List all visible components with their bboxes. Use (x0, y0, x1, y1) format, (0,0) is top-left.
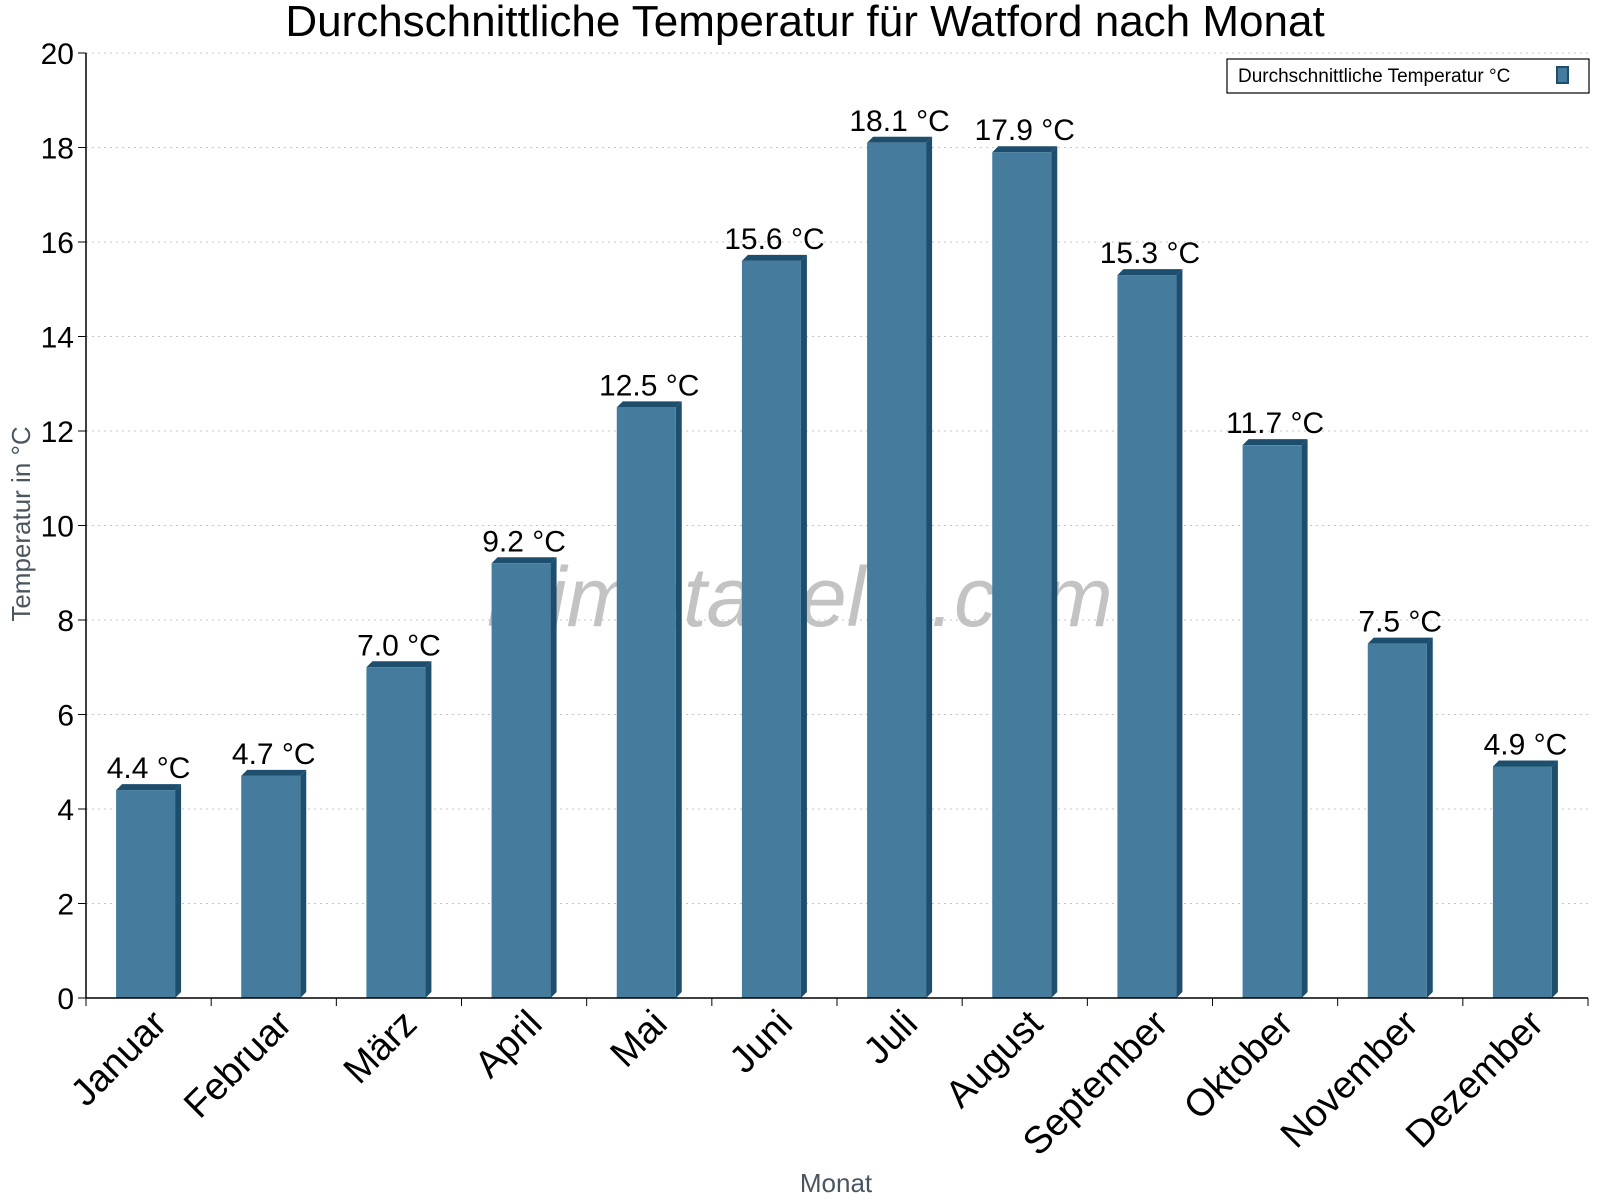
bar (1117, 269, 1183, 998)
axes (78, 52, 1589, 1006)
bar (1492, 760, 1558, 998)
data-label: 7.5 °C (1358, 606, 1442, 639)
bar-front (491, 563, 551, 998)
bar-front (1242, 445, 1302, 998)
x-tick-label: April (467, 1003, 550, 1086)
y-tick-labels: 0 2 4 6 8 10 12 14 16 18 20 (41, 38, 74, 1016)
bar-side (1051, 146, 1058, 999)
bar (491, 557, 557, 998)
data-labels: 4.4 °C 4.7 °C 7.0 °C 9.2 °C 12.5 °C 15.6 °C 18… (107, 105, 1568, 785)
bar-side (550, 557, 557, 998)
bar (116, 784, 182, 998)
bar-front (867, 142, 927, 998)
data-label: 17.9 °C (975, 114, 1075, 147)
y-tick-label: 20 (41, 38, 74, 71)
bar-side (1176, 269, 1183, 998)
bar-front (616, 407, 676, 998)
bar-top (491, 557, 557, 564)
bar-top (366, 661, 432, 668)
bar-front (366, 667, 426, 998)
bar-front (1367, 643, 1427, 998)
legend-swatch (1556, 66, 1569, 84)
x-tick-labels: Januar Februar März April Mai Juni Juli AugustS… (63, 1002, 1552, 1163)
x-tick-label: Mai (603, 1003, 676, 1076)
legend: Durchschnittliche Temperatur °C (1226, 58, 1590, 94)
bar-top (992, 146, 1058, 153)
bar (1367, 637, 1433, 998)
bar-side (300, 769, 307, 998)
bar-top (241, 769, 307, 776)
x-tick-label: Februar (176, 1002, 300, 1126)
bar-top (741, 254, 807, 261)
data-label: 15.6 °C (724, 223, 824, 256)
bar-side (425, 661, 432, 998)
data-label: 4.7 °C (232, 738, 316, 771)
bar-front (241, 775, 301, 998)
bar (992, 146, 1058, 999)
x-tick-label: Juni (722, 1003, 801, 1082)
bar-top (116, 784, 182, 791)
data-label: 11.7 °C (1226, 407, 1324, 440)
y-tick-label: 6 (57, 700, 74, 733)
y-tick-label: 14 (41, 322, 74, 355)
y-tick-label: 18 (41, 133, 74, 166)
bars (116, 136, 1558, 999)
bar-side (1301, 439, 1308, 998)
bar (241, 769, 307, 998)
y-axis-title: Temperatur in °C (6, 426, 36, 621)
bar (616, 401, 682, 998)
x-tick-label: Juli (856, 1003, 926, 1073)
data-label: 9.2 °C (482, 525, 566, 558)
bar-front (116, 790, 176, 998)
data-label: 7.0 °C (357, 629, 441, 662)
data-label: 4.9 °C (1484, 728, 1568, 761)
bar-front (741, 260, 801, 998)
bar-side (926, 136, 933, 998)
bar (741, 254, 807, 998)
bar-top (616, 401, 682, 408)
chart-title: Durchschnittliche Temperatur für Watford… (285, 0, 1324, 46)
bar-top (1117, 269, 1183, 276)
bar-front (1492, 766, 1552, 998)
x-tick-label: Oktober (1176, 1002, 1302, 1128)
legend-box (1226, 58, 1590, 94)
bar (867, 136, 933, 998)
y-tick-label: 16 (41, 227, 74, 260)
bar-top (1367, 637, 1433, 644)
bar-top (867, 136, 933, 143)
bar-side (175, 784, 182, 998)
y-tick-label: 10 (41, 511, 74, 544)
bar-side (800, 254, 807, 998)
bar-side (1426, 637, 1433, 998)
bar-front (1117, 275, 1177, 998)
bar-top (1492, 760, 1558, 767)
x-tick-label: März (336, 1003, 425, 1092)
bar-side (1551, 760, 1558, 998)
data-label: 4.4 °C (107, 752, 191, 785)
y-tick-label: 0 (57, 983, 74, 1016)
bar-front (992, 152, 1052, 999)
data-label: 15.3 °C (1100, 237, 1200, 270)
bar (366, 661, 432, 998)
x-tick-label: August (938, 1002, 1052, 1116)
gridlines (86, 52, 1588, 904)
data-label: 12.5 °C (599, 369, 699, 402)
bar-top (1242, 439, 1308, 446)
y-tick-label: 2 (57, 889, 74, 922)
data-label: 18.1 °C (849, 105, 949, 138)
y-tick-label: 8 (57, 605, 74, 638)
x-tick-label: Dezember (1398, 1002, 1552, 1156)
y-tick-label: 12 (41, 416, 74, 449)
legend-label: Durchschnittliche Temperatur °C (1238, 66, 1510, 87)
bar (1242, 439, 1308, 998)
x-axis-title: Monat (800, 1168, 873, 1198)
x-tick-label: Januar (63, 1002, 175, 1114)
y-tick-label: 4 (57, 794, 74, 827)
bar-side (675, 401, 682, 998)
